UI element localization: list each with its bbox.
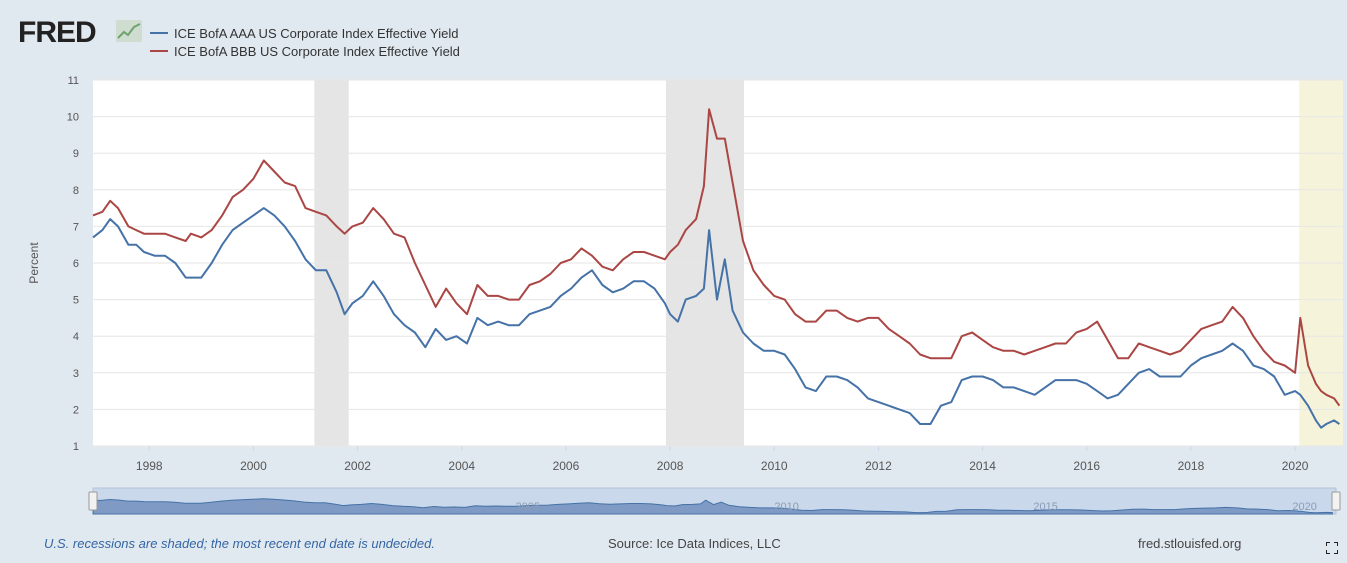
y-tick-label-3: 3 bbox=[73, 368, 79, 380]
legend-swatch-aaa bbox=[150, 32, 168, 34]
series-line-bbb bbox=[92, 108, 1341, 407]
x-tick-label-2002: 2002 bbox=[344, 459, 371, 473]
fred-sparkline-icon bbox=[116, 20, 142, 42]
navigator-label-2000: 2000 bbox=[257, 501, 281, 513]
x-tick-label-2016: 2016 bbox=[1073, 459, 1100, 473]
site-url[interactable]: fred.stlouisfed.org bbox=[1138, 536, 1242, 551]
navigator-series bbox=[92, 498, 1333, 515]
expand-icon[interactable] bbox=[1326, 542, 1338, 554]
x-tick-label-2018: 2018 bbox=[1178, 459, 1205, 473]
y-tick-label-10: 10 bbox=[67, 112, 79, 124]
line-chart: 1 2 3 4 5 6 7 8 9 10 11 1998 2000 2002 2004 2006 2008 20… bbox=[27, 75, 1343, 515]
legend-item-aaa[interactable]: ICE BofA AAA US Corporate Index Effectiv… bbox=[150, 24, 458, 42]
y-tick-label-8: 8 bbox=[73, 185, 79, 197]
y-tick-label-4: 4 bbox=[73, 331, 79, 343]
y-tick-label-5: 5 bbox=[73, 295, 79, 307]
y-tick-label-6: 6 bbox=[73, 258, 79, 270]
x-tick-label-2008: 2008 bbox=[657, 459, 684, 473]
source-text: Source: Ice Data Indices, LLC bbox=[608, 536, 781, 551]
y-tick-label-2: 2 bbox=[73, 404, 79, 416]
y-axis-label: Percent bbox=[27, 242, 41, 284]
y-tick-label-9: 9 bbox=[73, 148, 79, 160]
y-tick-label-7: 7 bbox=[73, 221, 79, 233]
x-tick-label-2006: 2006 bbox=[553, 459, 580, 473]
navigator-label-2010: 2010 bbox=[774, 501, 798, 513]
legend-label-aaa: ICE BofA AAA US Corporate Index Effectiv… bbox=[174, 25, 459, 41]
x-tick-label-2010: 2010 bbox=[761, 459, 788, 473]
x-tick-label-1998: 1998 bbox=[136, 459, 163, 473]
x-tick-label-2004: 2004 bbox=[448, 459, 475, 473]
series-line-aaa bbox=[92, 207, 1340, 429]
navigator-handle-left[interactable] bbox=[88, 491, 98, 511]
legend-item-bbb[interactable]: ICE BofA BBB US Corporate Index Effectiv… bbox=[150, 42, 460, 60]
x-tick-label-2012: 2012 bbox=[865, 459, 892, 473]
x-tick-label-2000: 2000 bbox=[240, 459, 267, 473]
y-tick-label-11: 11 bbox=[68, 75, 79, 87]
x-tick-label-2020: 2020 bbox=[1282, 459, 1309, 473]
x-tick-label-2014: 2014 bbox=[969, 459, 996, 473]
range-navigator[interactable]: 2000 2005 2010 2015 2020 bbox=[88, 487, 1341, 515]
navigator-label-2020: 2020 bbox=[1292, 501, 1316, 513]
fred-logo[interactable]: FRED bbox=[18, 16, 97, 49]
navigator-label-2005: 2005 bbox=[515, 501, 539, 513]
navigator-handle-right[interactable] bbox=[1331, 491, 1341, 511]
legend-swatch-bbb bbox=[150, 50, 168, 52]
recession-note: U.S. recessions are shaded; the most rec… bbox=[44, 536, 435, 551]
y-tick-label-1: 1 bbox=[73, 441, 79, 453]
legend-label-bbb: ICE BofA BBB US Corporate Index Effectiv… bbox=[174, 43, 460, 59]
navigator-label-2015: 2015 bbox=[1033, 501, 1057, 513]
